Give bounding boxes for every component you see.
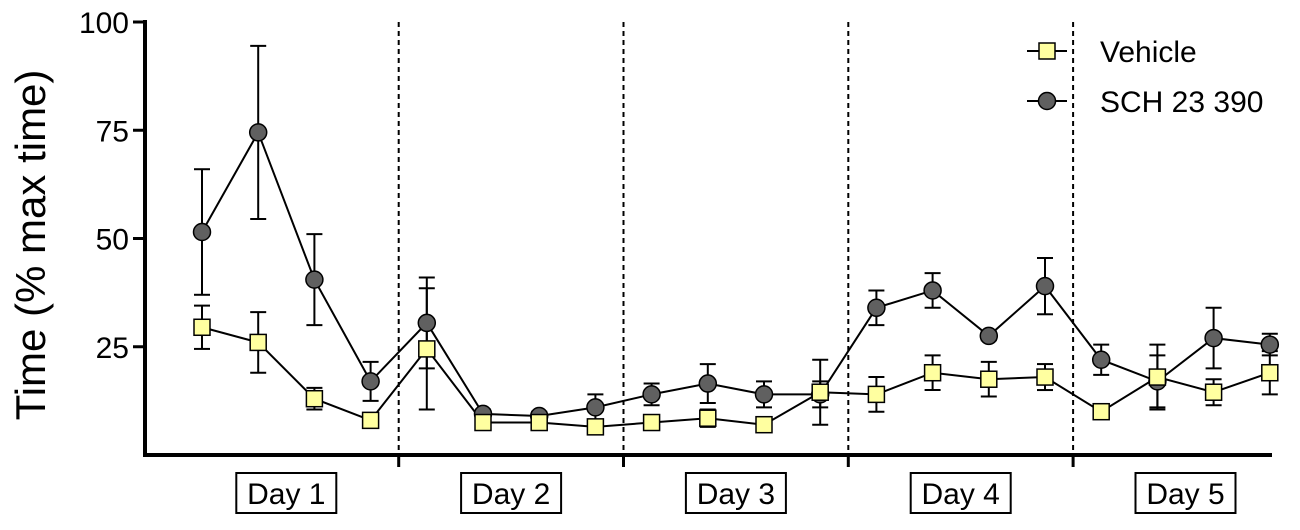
data-point-vehicle (418, 340, 436, 358)
data-point-vehicle (530, 413, 548, 432)
legend-label: SCH 23 390 (1100, 86, 1263, 119)
legend-marker-vehicle (1038, 42, 1056, 60)
data-point-sch (642, 385, 661, 404)
data-point-vehicle (923, 363, 942, 382)
y-axis-title: Time (% max time) (7, 70, 54, 421)
legend-label: Vehicle (1100, 36, 1197, 69)
data-point-vehicle (305, 389, 324, 408)
data-point-sch (923, 281, 942, 300)
day-label-box (235, 472, 338, 514)
data-point-vehicle (1092, 402, 1110, 421)
data-point-vehicle (699, 409, 717, 427)
day-label: Day 5 (1146, 478, 1224, 511)
data-point-sch (361, 372, 380, 391)
data-point-sch (754, 385, 774, 404)
data-point-sch (192, 222, 212, 242)
series-line-vehicle (201, 326, 1271, 428)
day-label-box (460, 472, 563, 514)
day-label-box (909, 472, 1012, 514)
data-point-sch (1260, 335, 1280, 354)
data-point-sch (1204, 328, 1223, 348)
data-point-vehicle (755, 415, 773, 434)
data-point-vehicle (361, 411, 380, 430)
day-label-box (1134, 472, 1237, 514)
day-label: Day 1 (247, 478, 325, 511)
day-label-box (684, 472, 787, 514)
data-point-vehicle (811, 383, 829, 401)
data-point-sch (979, 326, 999, 346)
data-point-vehicle (642, 413, 661, 432)
data-point-sch (417, 313, 437, 333)
data-point-sch (1035, 276, 1055, 296)
data-point-vehicle (1148, 368, 1167, 386)
data-point-sch (248, 123, 268, 142)
y-tick-label: 50 (96, 224, 129, 257)
day-label: Day 4 (922, 478, 1000, 511)
y-tick-label: 100 (79, 7, 129, 40)
data-point-vehicle (249, 333, 267, 352)
series-line-sch (201, 130, 1270, 418)
data-point-sch (586, 398, 605, 417)
y-tick-label: 25 (96, 332, 129, 365)
data-point-sch (698, 374, 718, 393)
plot-area: 25 50 75 100 Day 1 Day 2 Day 3 Day 4 Day 5 Vehicl… (79, 7, 1280, 514)
day-label: Day 2 (472, 478, 550, 511)
legend-marker-sch (1037, 91, 1057, 111)
data-point-vehicle (474, 413, 492, 432)
data-point-sch (305, 270, 324, 289)
data-point-vehicle (193, 318, 211, 337)
data-point-sch (867, 298, 886, 318)
y-tick-label: 75 (96, 115, 129, 148)
day-label: Day 3 (697, 478, 775, 511)
data-point-vehicle (867, 385, 886, 404)
data-point-vehicle (980, 370, 998, 388)
data-point-vehicle (1036, 368, 1054, 386)
data-point-vehicle (586, 418, 605, 436)
data-point-vehicle (1204, 383, 1223, 401)
data-point-vehicle (1261, 363, 1279, 382)
data-point-sch (1091, 350, 1111, 369)
